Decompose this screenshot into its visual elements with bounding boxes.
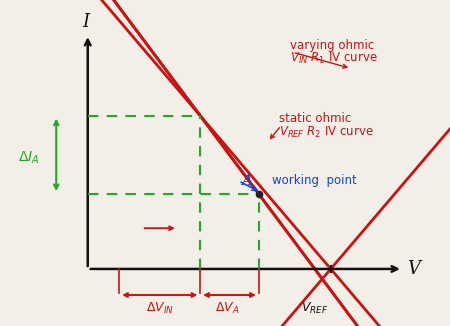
Text: $\Delta V_A$: $\Delta V_A$ xyxy=(215,301,239,316)
Text: $V_{REF}$ $R_2$ IV curve: $V_{REF}$ $R_2$ IV curve xyxy=(279,125,374,140)
Text: V: V xyxy=(407,260,420,278)
Text: $V_{IN}$ $R_1$ IV curve: $V_{IN}$ $R_1$ IV curve xyxy=(290,51,378,66)
Text: $V_{REF}$: $V_{REF}$ xyxy=(302,301,328,316)
Text: static ohmic: static ohmic xyxy=(279,112,351,126)
Text: I: I xyxy=(82,13,89,31)
Text: $\Delta V_{IN}$: $\Delta V_{IN}$ xyxy=(146,301,174,316)
Text: varying ohmic: varying ohmic xyxy=(290,39,374,52)
Text: A: A xyxy=(241,174,252,188)
Text: $\Delta I_A$: $\Delta I_A$ xyxy=(18,150,40,166)
Text: working  point: working point xyxy=(272,174,357,187)
